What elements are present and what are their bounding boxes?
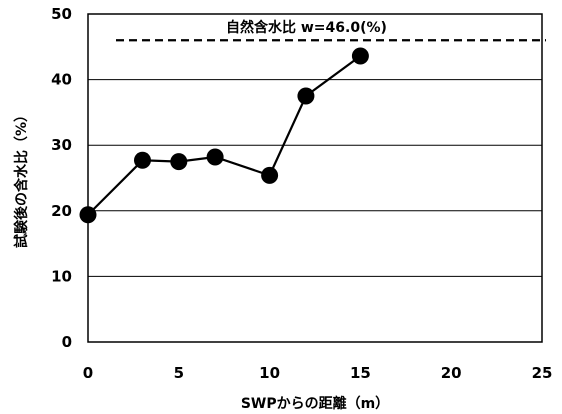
x-tick-label-5: 5 [174,364,184,382]
y-axis-title: 試験後の含水比（%） [13,108,30,248]
data-point-2 [170,153,188,171]
tick-labels: 0 10 20 30 40 50 0 5 10 15 20 25 [51,5,552,382]
x-axis-title: SWPからの距離（m） [241,395,389,412]
data-point-1 [133,151,151,169]
data-point-5 [297,87,315,105]
y-tick-label-40: 40 [51,71,72,89]
data-point-3 [206,148,224,166]
x-tick-label-20: 20 [441,364,462,382]
x-tick-label-15: 15 [350,364,371,382]
y-tick-label-20: 20 [51,202,72,220]
y-tick-label-10: 10 [51,267,72,285]
grid-lines [88,79,542,277]
y-tick-label-50: 50 [51,5,72,23]
y-tick-label-0: 0 [62,333,72,351]
data-point-6 [351,47,369,65]
natural-water-content-label: 自然含水比 w=46.0(%) [226,19,387,36]
y-tick-label-30: 30 [51,136,72,154]
series-layer [79,47,369,224]
plot-frame [87,13,543,343]
data-point-4 [261,166,279,184]
x-tick-label-25: 25 [532,364,553,382]
x-tick-label-0: 0 [83,364,93,382]
x-tick-label-10: 10 [259,364,280,382]
